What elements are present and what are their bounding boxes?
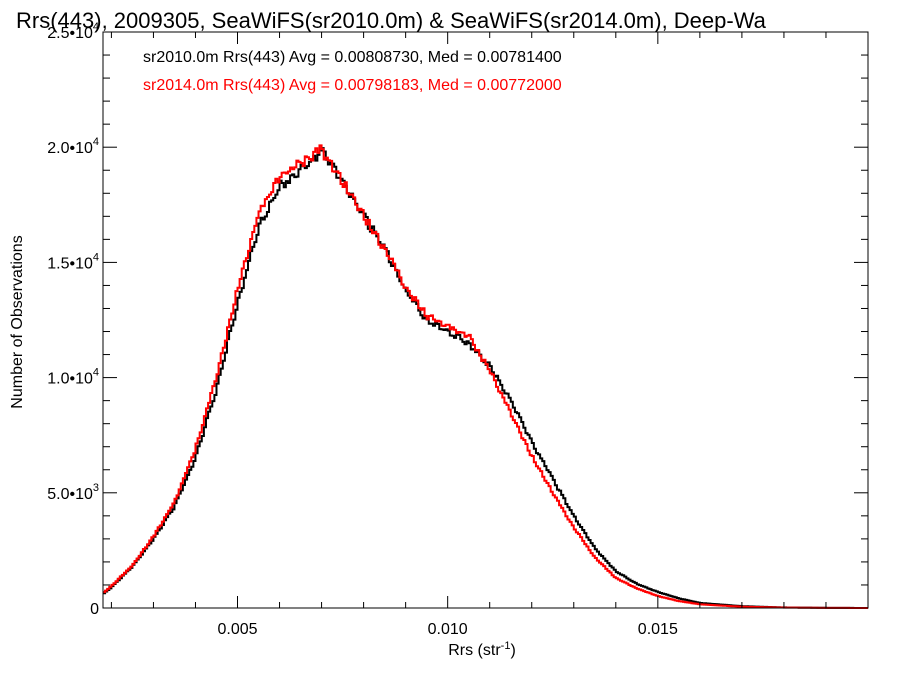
x-axis-label: Rrs (str-1): [448, 640, 516, 659]
legend-group: sr2010.0m Rrs(443) Avg = 0.00808730, Med…: [143, 49, 562, 94]
y-tick-label-0: 0: [90, 601, 99, 618]
x-axis-label-text: Rrs (str: [448, 642, 501, 659]
y-tick-label-1: 5.0•103: [47, 482, 99, 503]
ticks-group: 0.005 0.010 0.015 0 5.0•103 1.0•104 1.5•104 2.0…: [47, 21, 868, 638]
y-tick-label-5: 2.5•104: [47, 21, 99, 42]
x-tick-label-0: 0.005: [217, 621, 257, 638]
y-axis-label: Number of Observations: [9, 235, 26, 408]
chart-title: Rrs(443), 2009305, SeaWiFS(sr2010.0m) & …: [16, 8, 767, 33]
legend-entry-0: sr2010.0m Rrs(443) Avg = 0.00808730, Med…: [143, 49, 562, 66]
axes-group: [102, 31, 869, 609]
x-axis-label-end: ): [510, 642, 515, 659]
y-tick-label-4: 2.0•104: [47, 136, 99, 157]
legend-entry-1: sr2014.0m Rrs(443) Avg = 0.00798183, Med…: [143, 77, 562, 94]
x-tick-label-1: 0.010: [428, 621, 468, 638]
y-tick-label-2: 1.0•104: [47, 367, 99, 388]
series-group: [103, 144, 868, 609]
plot-frame: [102, 31, 869, 609]
y-axis-label-group: Number of Observations: [9, 235, 26, 408]
series-line-1: [103, 144, 868, 609]
y-tick-label-3: 1.5•104: [47, 251, 99, 272]
x-tick-label-2: 0.015: [638, 621, 678, 638]
x-axis-label-sup: -1: [501, 640, 511, 652]
series-line-0: [103, 147, 868, 609]
